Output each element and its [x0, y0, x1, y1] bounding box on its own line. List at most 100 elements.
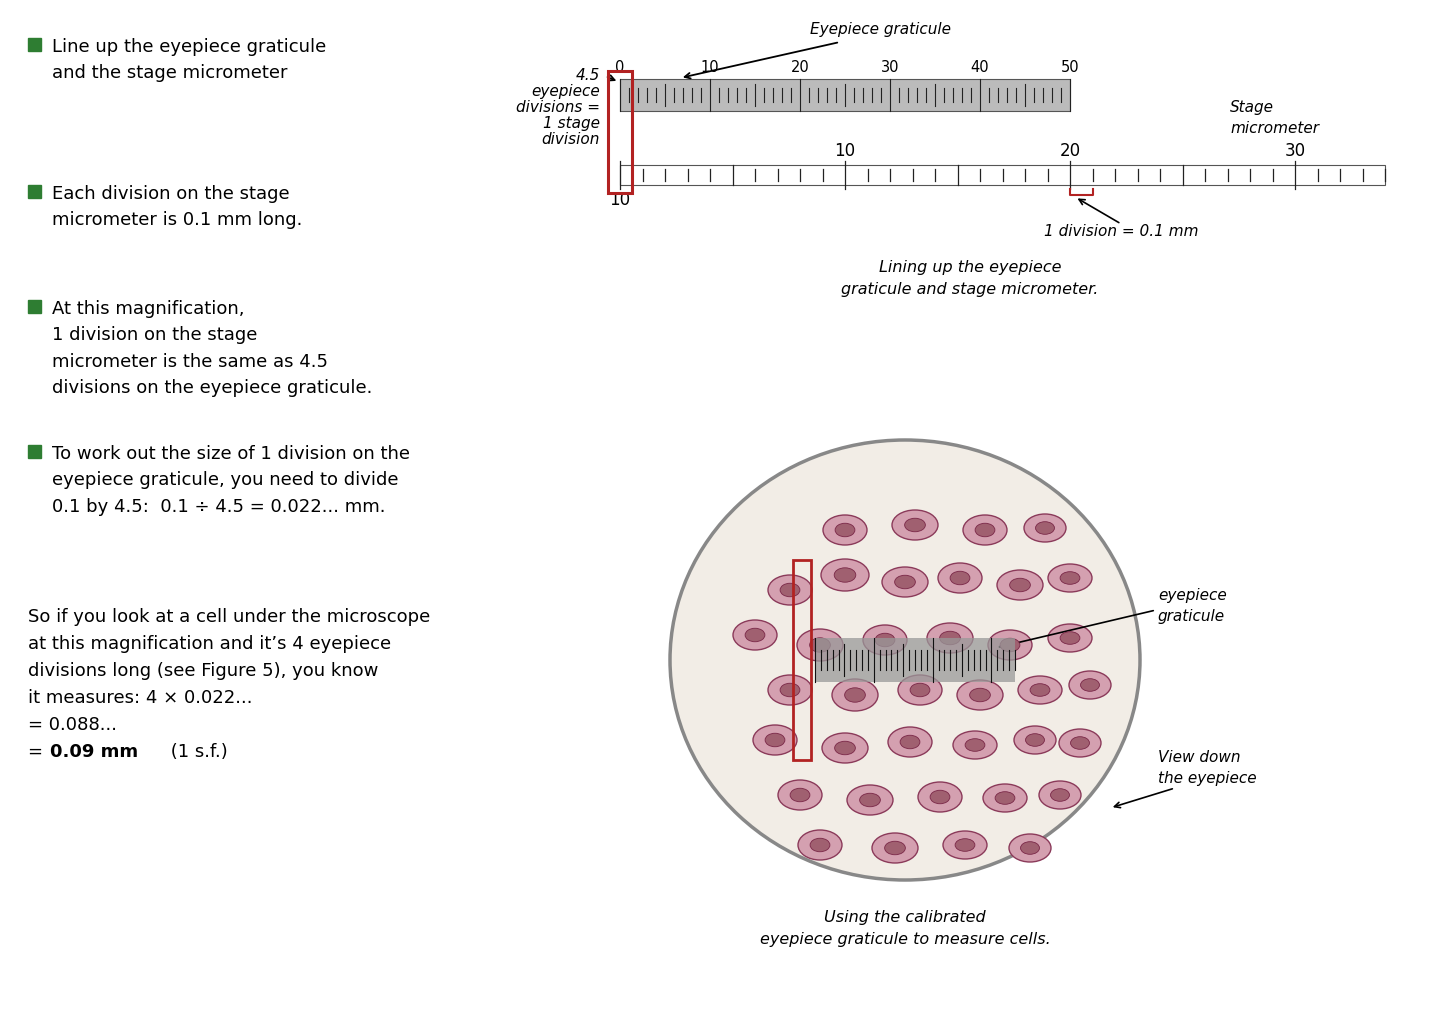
Bar	[27, 445, 40, 458]
Bar	[608, 71, 632, 193]
Ellipse shape	[780, 684, 799, 697]
Ellipse shape	[1001, 639, 1020, 652]
Text: 10: 10	[834, 142, 855, 160]
Bar	[793, 560, 811, 760]
Ellipse shape	[876, 633, 894, 647]
Ellipse shape	[1068, 671, 1112, 699]
Ellipse shape	[832, 679, 878, 711]
Text: Eyepiece graticule: Eyepiece graticule	[809, 22, 950, 37]
Ellipse shape	[822, 733, 868, 763]
Ellipse shape	[1060, 572, 1080, 584]
Ellipse shape	[1024, 514, 1066, 542]
Ellipse shape	[881, 567, 927, 597]
Ellipse shape	[1048, 564, 1092, 592]
Ellipse shape	[1018, 676, 1063, 704]
Text: 30: 30	[881, 60, 899, 75]
Text: it measures: 4 × 0.022...: it measures: 4 × 0.022...	[27, 689, 252, 707]
Text: 1 division = 0.1 mm: 1 division = 0.1 mm	[1044, 224, 1198, 239]
Text: View down
the eyepiece: View down the eyepiece	[1158, 750, 1257, 786]
Ellipse shape	[950, 571, 971, 584]
Ellipse shape	[835, 741, 855, 754]
Text: 4.5: 4.5	[576, 68, 600, 83]
Ellipse shape	[953, 731, 996, 758]
Text: 20: 20	[1060, 142, 1080, 160]
Ellipse shape	[1025, 734, 1044, 746]
Ellipse shape	[1009, 834, 1051, 862]
Text: at this magnification and it’s 4 eyepiece: at this magnification and it’s 4 eyepiec…	[27, 636, 392, 653]
Ellipse shape	[780, 583, 799, 597]
Text: At this magnification,
1 division on the stage
micrometer is the same as 4.5
div: At this magnification, 1 division on the…	[52, 300, 373, 398]
Ellipse shape	[809, 638, 831, 652]
Ellipse shape	[930, 790, 950, 804]
Ellipse shape	[778, 780, 822, 810]
Text: division: division	[541, 132, 600, 147]
Text: Line up the eyepiece graticule
and the stage micrometer: Line up the eyepiece graticule and the s…	[52, 38, 327, 82]
Ellipse shape	[958, 680, 1004, 710]
Ellipse shape	[888, 727, 932, 757]
Text: 40: 40	[971, 60, 989, 75]
Bar	[621, 165, 1385, 184]
Text: So if you look at a cell under the microscope: So if you look at a cell under the micro…	[27, 608, 431, 626]
Ellipse shape	[860, 793, 880, 807]
Ellipse shape	[1035, 522, 1054, 534]
Ellipse shape	[1051, 788, 1070, 802]
Ellipse shape	[1030, 684, 1050, 696]
Ellipse shape	[884, 842, 906, 855]
Ellipse shape	[927, 623, 973, 653]
Ellipse shape	[835, 523, 855, 537]
Ellipse shape	[995, 791, 1015, 805]
Ellipse shape	[811, 838, 829, 852]
Ellipse shape	[1060, 631, 1080, 645]
Ellipse shape	[1080, 679, 1100, 691]
Ellipse shape	[984, 784, 1027, 812]
Bar	[27, 300, 40, 313]
Ellipse shape	[955, 838, 975, 852]
Ellipse shape	[791, 788, 809, 802]
Bar	[815, 638, 1015, 682]
Text: 0: 0	[615, 60, 625, 75]
Ellipse shape	[753, 725, 796, 755]
Text: Using the calibrated
eyepiece graticule to measure cells.: Using the calibrated eyepiece graticule …	[760, 910, 1050, 947]
Ellipse shape	[919, 782, 962, 812]
Text: (1 s.f.): (1 s.f.)	[166, 743, 228, 761]
Ellipse shape	[988, 630, 1032, 660]
Ellipse shape	[834, 568, 855, 582]
Text: 50: 50	[1061, 60, 1080, 75]
Ellipse shape	[899, 675, 942, 705]
Ellipse shape	[1014, 726, 1056, 754]
Ellipse shape	[796, 629, 842, 661]
Bar	[27, 184, 40, 198]
Ellipse shape	[937, 563, 982, 593]
Ellipse shape	[798, 830, 842, 860]
Text: divisions long (see Figure 5), you know: divisions long (see Figure 5), you know	[27, 662, 379, 680]
Ellipse shape	[1070, 737, 1090, 749]
Text: divisions =: divisions =	[516, 100, 600, 115]
Ellipse shape	[845, 688, 865, 702]
Ellipse shape	[891, 510, 937, 540]
Bar	[621, 79, 1070, 111]
Text: 20: 20	[791, 60, 809, 75]
Text: 30: 30	[1284, 142, 1306, 160]
Ellipse shape	[744, 628, 765, 642]
Ellipse shape	[910, 684, 930, 697]
Text: eyepiece
graticule: eyepiece graticule	[1158, 588, 1227, 624]
Text: = 0.088...: = 0.088...	[27, 716, 117, 734]
Ellipse shape	[1040, 781, 1081, 809]
Ellipse shape	[1009, 578, 1031, 591]
Ellipse shape	[768, 675, 812, 705]
Ellipse shape	[904, 519, 926, 532]
Ellipse shape	[900, 735, 920, 748]
Text: =: =	[27, 743, 49, 761]
Ellipse shape	[765, 733, 785, 747]
Ellipse shape	[965, 739, 985, 751]
Ellipse shape	[873, 833, 919, 863]
Ellipse shape	[733, 620, 778, 650]
Ellipse shape	[943, 831, 986, 859]
Text: Lining up the eyepiece
graticule and stage micrometer.: Lining up the eyepiece graticule and sta…	[841, 260, 1099, 297]
Ellipse shape	[847, 785, 893, 815]
Ellipse shape	[1048, 624, 1092, 652]
Ellipse shape	[996, 570, 1043, 600]
Text: To work out the size of 1 division on the
eyepiece graticule, you need to divide: To work out the size of 1 division on th…	[52, 445, 410, 516]
Ellipse shape	[940, 631, 960, 645]
Ellipse shape	[670, 440, 1140, 880]
